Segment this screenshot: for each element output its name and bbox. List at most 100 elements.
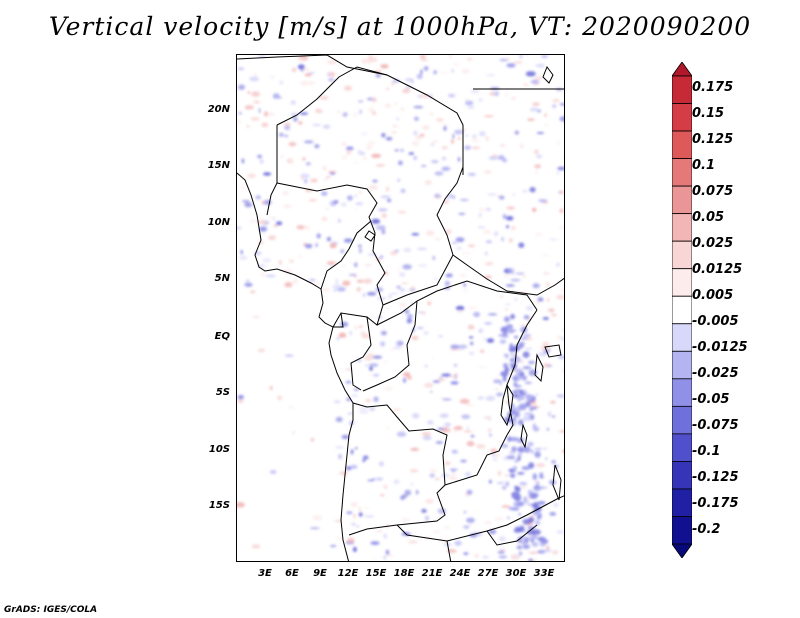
velocity-speckle — [339, 471, 348, 475]
velocity-speckle — [523, 333, 532, 338]
velocity-speckle — [282, 268, 293, 274]
velocity-speckle — [505, 57, 510, 61]
colorbar-swatch — [672, 240, 692, 270]
velocity-speckle — [488, 156, 498, 160]
velocity-speckle — [239, 255, 248, 260]
velocity-speckle — [384, 103, 392, 108]
velocity-speckle — [335, 416, 343, 423]
velocity-speckle — [392, 408, 401, 411]
velocity-speckle — [512, 193, 515, 196]
velocity-speckle — [551, 460, 556, 464]
velocity-speckle — [508, 345, 516, 353]
velocity-speckle — [403, 372, 411, 377]
velocity-speckle — [536, 132, 545, 134]
velocity-speckle — [368, 55, 373, 60]
velocity-speckle — [302, 67, 310, 71]
velocity-speckle — [427, 301, 432, 306]
velocity-speckle — [332, 289, 338, 292]
velocity-speckle — [514, 485, 518, 491]
velocity-speckle — [487, 193, 497, 196]
velocity-speckle — [542, 272, 550, 275]
velocity-speckle — [383, 533, 387, 539]
map-panel — [236, 54, 565, 562]
country-borders — [237, 55, 564, 561]
velocity-speckle — [517, 537, 522, 543]
velocity-speckle — [528, 360, 535, 365]
velocity-speckle — [544, 113, 547, 118]
velocity-speckle — [488, 529, 497, 535]
velocity-speckle — [494, 91, 499, 97]
velocity-speckle — [556, 294, 564, 300]
velocity-speckle — [288, 142, 297, 147]
velocity-speckle — [371, 153, 382, 158]
velocity-speckle — [385, 549, 390, 555]
colorbar-swatch — [672, 405, 692, 435]
velocity-speckle — [546, 427, 550, 431]
velocity-speckle — [558, 191, 561, 194]
velocity-speckle — [390, 251, 398, 256]
colorbar-bottom-arrow — [672, 543, 692, 558]
velocity-speckle — [503, 363, 508, 369]
velocity-speckle — [529, 559, 537, 561]
velocity-speckle — [443, 200, 449, 204]
velocity-speckle — [524, 538, 529, 544]
velocity-speckle — [362, 292, 366, 298]
velocity-speckle — [463, 283, 466, 287]
velocity-speckle — [456, 246, 462, 250]
velocity-speckle — [400, 292, 405, 295]
velocity-speckle — [519, 392, 527, 396]
velocity-speckle — [348, 274, 357, 276]
velocity-speckle — [534, 447, 543, 451]
velocity-speckle — [241, 200, 250, 203]
velocity-speckle — [562, 449, 564, 453]
velocity-speckle — [531, 541, 539, 547]
velocity-speckle — [517, 396, 521, 403]
velocity-speckle — [557, 166, 564, 171]
velocity-speckle — [415, 135, 423, 140]
velocity-speckle — [237, 399, 244, 404]
velocity-speckle — [450, 344, 460, 349]
velocity-speckle — [442, 398, 452, 401]
velocity-speckle — [329, 243, 337, 249]
velocity-speckle — [457, 309, 463, 314]
velocity-speckle — [449, 194, 453, 198]
velocity-speckle — [372, 179, 378, 183]
velocity-speckle — [308, 81, 316, 85]
velocity-field — [237, 55, 564, 561]
velocity-speckle — [509, 354, 517, 356]
velocity-speckle — [470, 341, 474, 346]
velocity-speckle — [349, 330, 352, 336]
velocity-speckle — [240, 249, 243, 255]
velocity-speckle — [533, 485, 541, 489]
velocity-speckle — [332, 284, 343, 289]
velocity-speckle — [347, 195, 353, 201]
velocity-speckle — [514, 384, 522, 388]
velocity-speckle — [448, 477, 458, 480]
velocity-speckle — [237, 394, 244, 400]
velocity-speckle — [238, 67, 245, 71]
velocity-speckle — [439, 375, 442, 380]
lon-label: 33E — [533, 568, 555, 579]
velocity-speckle — [458, 344, 468, 349]
velocity-speckle — [333, 200, 339, 204]
velocity-speckle — [310, 437, 314, 442]
velocity-speckle — [552, 98, 560, 103]
velocity-speckle — [345, 380, 352, 384]
velocity-speckle — [313, 282, 323, 285]
velocity-speckle — [375, 477, 384, 481]
velocity-speckle — [522, 190, 528, 193]
velocity-speckle — [308, 72, 315, 74]
velocity-speckle — [501, 443, 509, 449]
velocity-speckle — [518, 242, 525, 248]
velocity-speckle — [477, 396, 485, 400]
velocity-speckle — [249, 76, 260, 82]
velocity-speckle — [540, 253, 550, 257]
colorbar-swatch — [672, 323, 692, 352]
velocity-speckle — [517, 456, 521, 461]
lat-label: 5N — [214, 273, 230, 284]
velocity-speckle — [506, 206, 516, 210]
velocity-speckle — [310, 178, 318, 183]
velocity-speckle — [527, 517, 535, 523]
velocity-speckle — [541, 539, 549, 544]
velocity-speckle — [521, 466, 531, 471]
